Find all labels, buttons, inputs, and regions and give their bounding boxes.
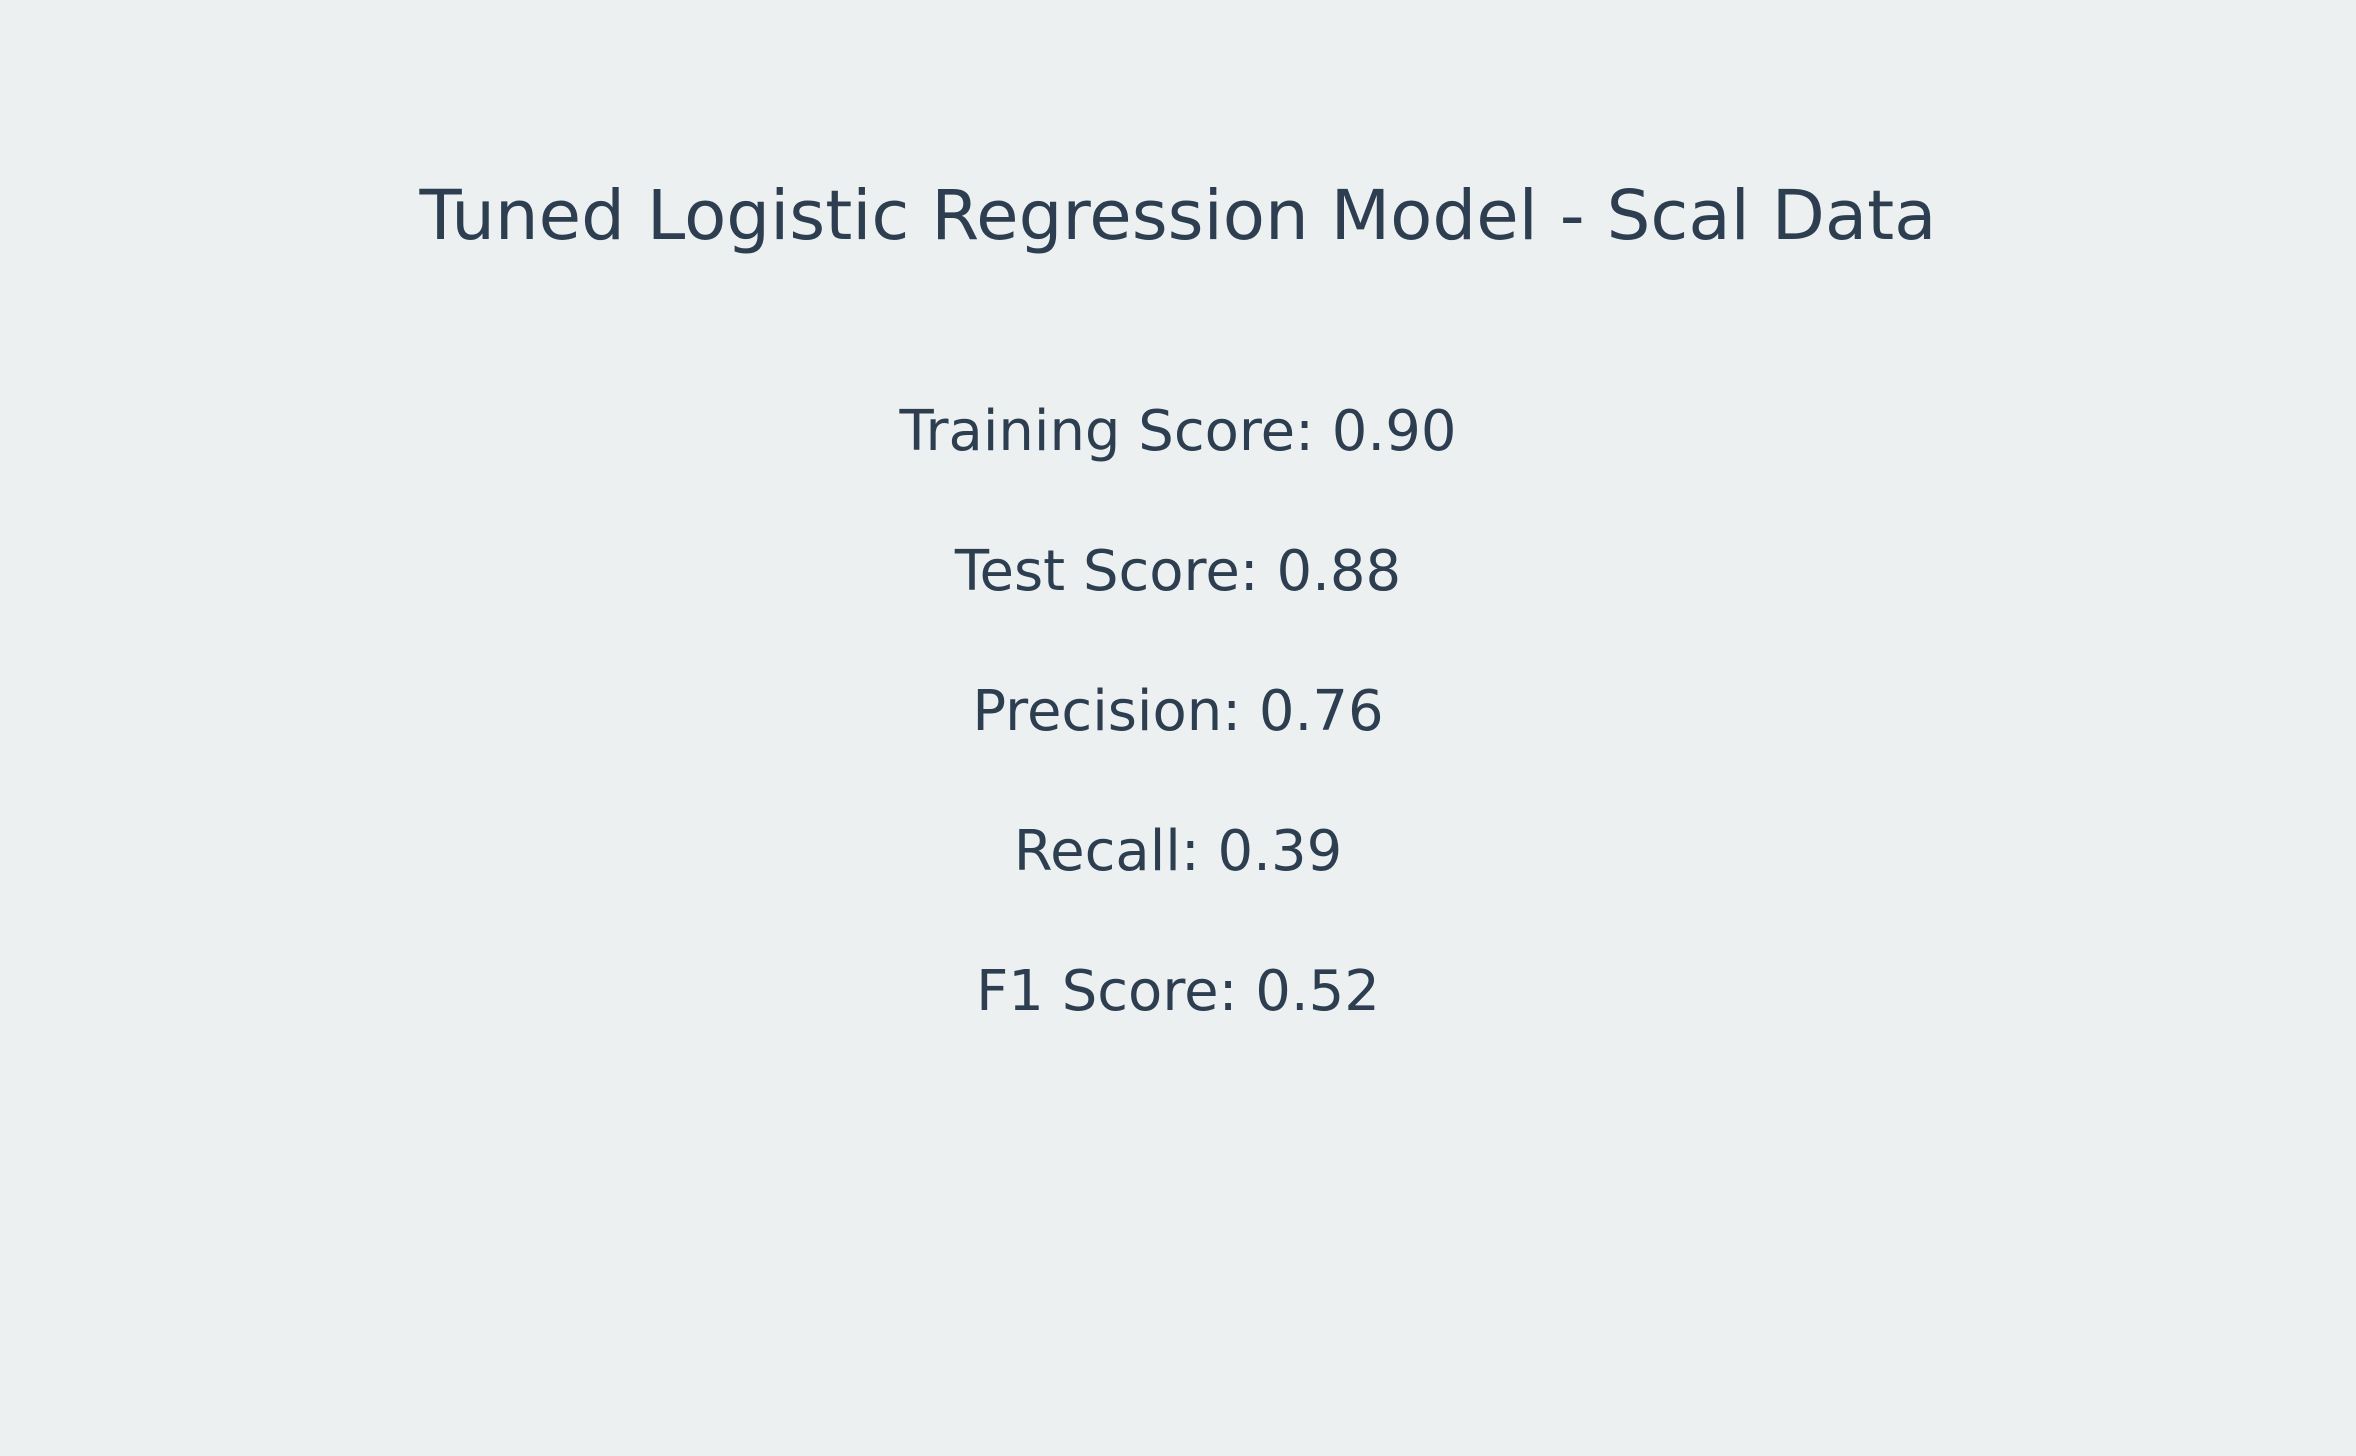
metric-f1-score: F1 Score: 0.52 [976,959,1380,1024]
metric-recall: Recall: 0.39 [1013,819,1343,884]
metric-precision: Precision: 0.76 [972,679,1384,744]
metrics-list: Training Score: 0.90 Test Score: 0.88 Pr… [0,392,2356,1092]
metric-test-score: Test Score: 0.88 [954,539,1402,604]
metric-training-score: Training Score: 0.90 [899,399,1457,464]
page-title: Tuned Logistic Regression Model - Scal D… [419,176,1937,256]
